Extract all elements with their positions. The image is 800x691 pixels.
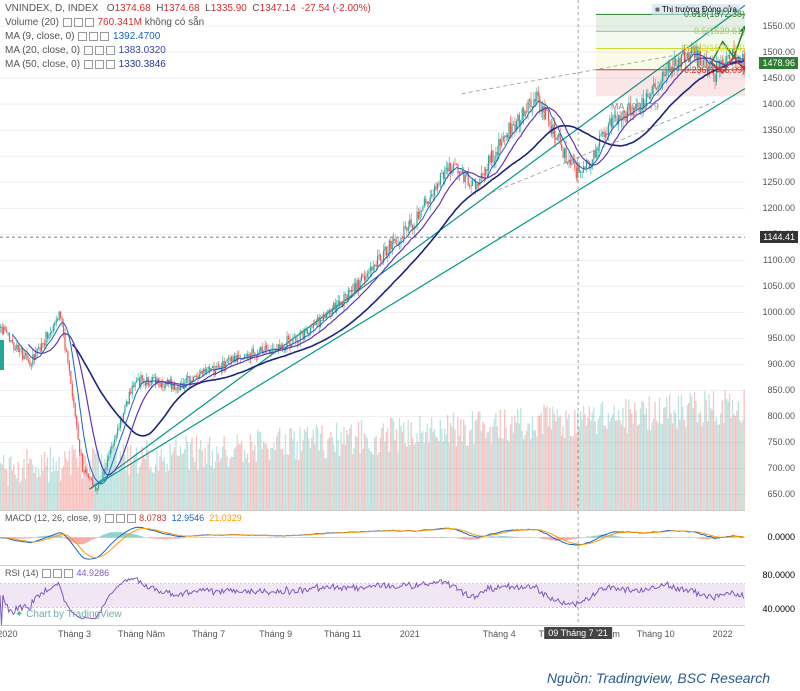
rsi-axis: 80.0000 40.0000 <box>745 565 800 625</box>
ma-value: 1383.0320 <box>119 45 166 56</box>
info-bar: VNINDEX, D, INDEX O1374.68 H1374.68 L133… <box>5 2 371 72</box>
macd-zero: 0.0000 <box>767 532 795 542</box>
rsi-panel[interactable]: RSI (14) 44.9286 <box>0 565 745 625</box>
symbol[interactable]: VNINDEX, D, INDEX <box>5 3 98 14</box>
indicator-toggle[interactable] <box>95 46 104 55</box>
price-axis[interactable]: 650.00700.00750.00800.00850.00900.00950.… <box>745 0 800 510</box>
rsi-value: 44.9286 <box>77 568 110 578</box>
rsi-info: RSI (14) 44.9286 <box>5 568 109 578</box>
price-plot[interactable]: MA 100.779 <box>0 0 745 510</box>
volume-line: Volume (20) 760.341M không có sẵn <box>5 16 371 30</box>
time-axis[interactable]: 2020Tháng 3Tháng NămTháng 7Tháng 9Tháng … <box>0 625 745 645</box>
indicator-toggle[interactable] <box>85 18 94 27</box>
rsi-plot[interactable] <box>0 566 745 625</box>
ma-line-0: MA (9, close, 0) 1392.4700 <box>5 30 371 44</box>
ohlc-o: 1374.68 <box>114 3 150 14</box>
ma-value: 1392.4700 <box>113 31 160 42</box>
ohlc-c: 1347.14 <box>260 3 296 14</box>
ohlc-h: 1374.68 <box>163 3 199 14</box>
chart-container: MA 100.779 VNINDEX, D, INDEX O1374.68 H1… <box>0 0 800 691</box>
macd-v1: 8.0783 <box>139 513 167 523</box>
indicator-toggle[interactable] <box>106 46 115 55</box>
ohlc-l: 1335.90 <box>211 3 247 14</box>
source-credit: Nguồn: Tradingview, BSC Research <box>547 670 770 686</box>
indicator-toggle[interactable] <box>89 32 98 41</box>
macd-v2: 12.9546 <box>172 513 205 523</box>
indicator-toggle[interactable] <box>95 60 104 69</box>
rsi-high: 80.0000 <box>762 570 795 580</box>
indicator-toggle[interactable] <box>127 514 136 523</box>
rsi-label: RSI (14) <box>5 568 39 578</box>
ma-label: MA (50, close, 0) <box>5 59 80 70</box>
ma-line-2: MA (50, close, 0) 1330.3846 <box>5 58 371 72</box>
indicator-toggle[interactable] <box>63 18 72 27</box>
ma-value: 1330.3846 <box>119 59 166 70</box>
indicator-toggle[interactable] <box>84 60 93 69</box>
ma-label: MA (9, close, 0) <box>5 31 74 42</box>
indicator-toggle[interactable] <box>78 32 87 41</box>
ma-line-1: MA (20, close, 0) 1383.0320 <box>5 44 371 58</box>
svg-text:MA 100.779: MA 100.779 <box>611 101 659 111</box>
macd-info: MACD (12, 26, close, 9) 8.0783 12.9546 2… <box>5 513 242 523</box>
rsi-low: 40.0000 <box>762 604 795 614</box>
price-panel[interactable]: MA 100.779 VNINDEX, D, INDEX O1374.68 H1… <box>0 0 745 510</box>
indicator-toggle[interactable] <box>106 60 115 69</box>
volume-note: không có sẵn <box>145 17 205 28</box>
indicator-toggle[interactable] <box>116 514 125 523</box>
indicator-toggle[interactable] <box>100 32 109 41</box>
macd-panel[interactable]: MACD (12, 26, close, 9) 8.0783 12.9546 2… <box>0 510 745 565</box>
indicator-toggle[interactable] <box>64 569 73 578</box>
indicator-toggle[interactable] <box>74 18 83 27</box>
ma-label: MA (20, close, 0) <box>5 45 80 56</box>
indicator-toggle[interactable] <box>84 46 93 55</box>
macd-axis: 0.0000 <box>745 510 800 565</box>
volume-label: Volume (20) <box>5 17 59 28</box>
indicator-toggle[interactable] <box>53 569 62 578</box>
volume-value: 760.341M <box>97 17 141 28</box>
ohlc-change: -27.54 (-2.00%) <box>301 3 370 14</box>
indicator-toggle[interactable] <box>42 569 51 578</box>
indicator-toggle[interactable] <box>105 514 114 523</box>
macd-v3: 21.0329 <box>209 513 242 523</box>
symbol-line: VNINDEX, D, INDEX O1374.68 H1374.68 L133… <box>5 2 371 16</box>
macd-label: MACD (12, 26, close, 9) <box>5 513 101 523</box>
left-tab[interactable] <box>0 340 4 370</box>
